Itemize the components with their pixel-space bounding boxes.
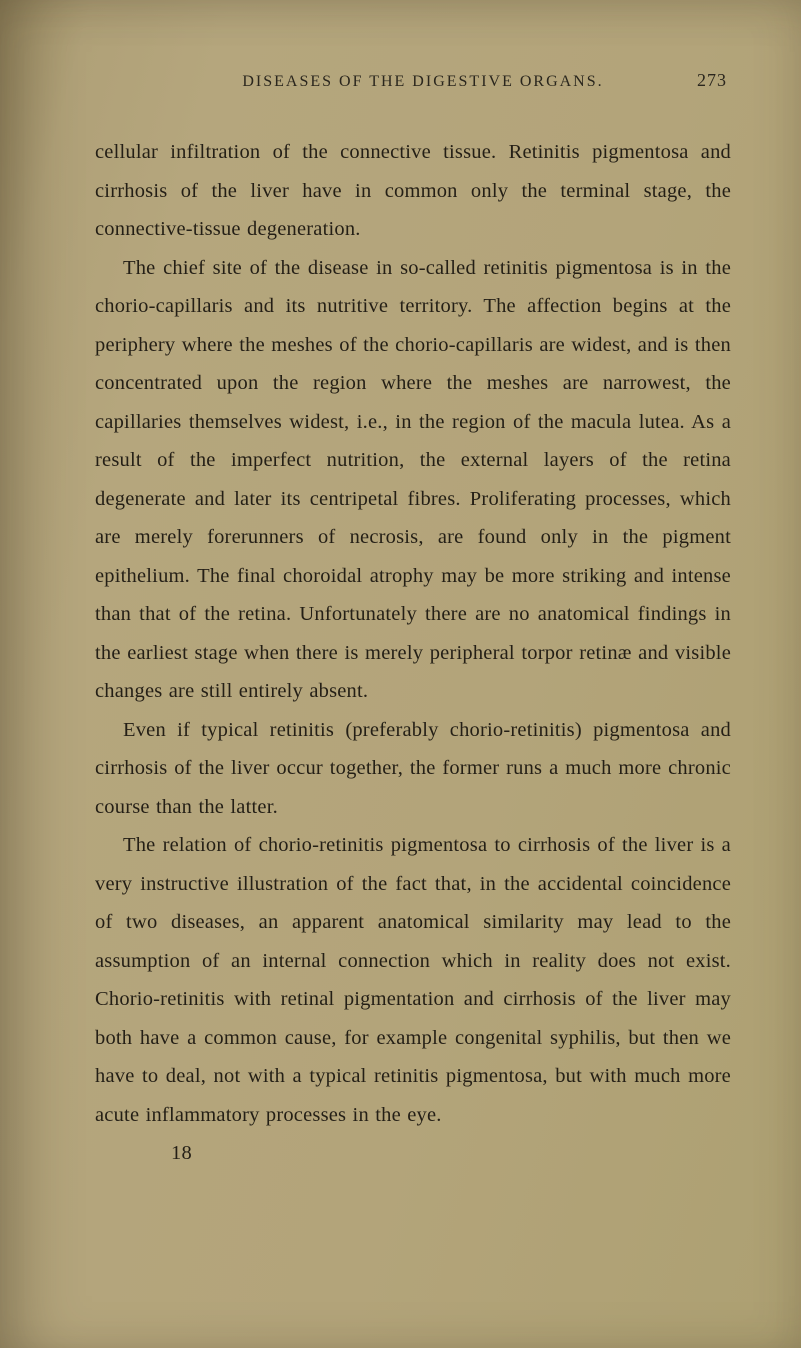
paragraph-1: cellular infiltration of the connective …	[95, 133, 731, 249]
paragraph-3: Even if typical retinitis (preferably ch…	[95, 711, 731, 827]
running-title: DISEASES OF THE DIGESTIVE ORGANS.	[149, 73, 697, 91]
text-block: DISEASES OF THE DIGESTIVE ORGANS. 273 ce…	[95, 70, 731, 1173]
signature-mark: 18	[95, 1134, 731, 1173]
running-header: DISEASES OF THE DIGESTIVE ORGANS. 273	[95, 70, 731, 91]
page-number: 273	[697, 70, 727, 91]
paragraph-4: The relation of chorio-retinitis pigment…	[95, 826, 731, 1134]
body-text: cellular infiltration of the connective …	[95, 133, 731, 1173]
scanned-page: DISEASES OF THE DIGESTIVE ORGANS. 273 ce…	[0, 0, 801, 1348]
paragraph-2: The chief site of the disease in so-call…	[95, 249, 731, 711]
